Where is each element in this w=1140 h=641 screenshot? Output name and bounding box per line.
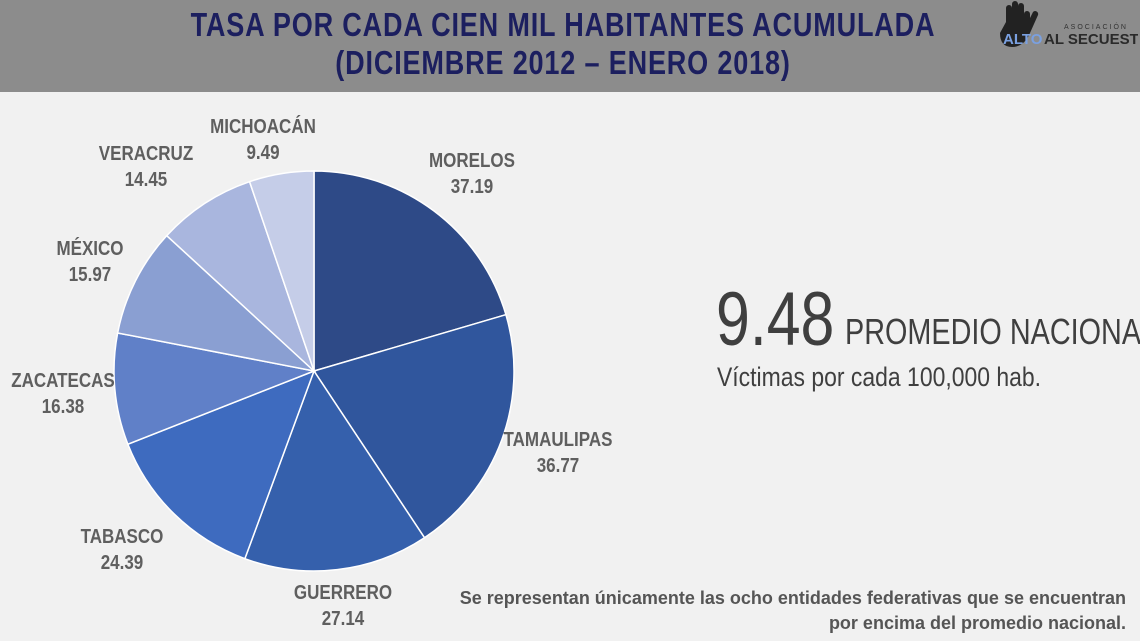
slice-name: MORELOS xyxy=(429,150,515,172)
footnote: Se representan únicamente las ocho entid… xyxy=(459,588,1126,633)
slice-name: ZACATECAS xyxy=(11,370,115,392)
slice-value: 14.45 xyxy=(124,169,168,191)
slice-label: TABASCO 24.39 xyxy=(54,524,190,576)
slice-label: MÉXICO 15.97 xyxy=(22,236,158,288)
slice-value: 16.38 xyxy=(41,396,85,418)
slice-value: 15.97 xyxy=(68,264,112,286)
header-band xyxy=(0,0,1140,92)
slice-label: TAMAULIPAS 36.77 xyxy=(490,427,626,479)
pie-slice-2 xyxy=(243,369,426,572)
slice-value: 36.77 xyxy=(536,455,580,477)
pie-slice-1 xyxy=(312,313,515,539)
chart-title: TASA POR CADA CIEN MIL HABITANTES ACUMUL… xyxy=(101,6,1024,82)
average-unit: Víctimas por cada 100,000 hab. xyxy=(717,362,1042,392)
pie-slice-6 xyxy=(165,180,315,372)
slice-name: MICHOACÁN xyxy=(210,116,316,138)
svg-text:ASOCIACIÓN: ASOCIACIÓN xyxy=(1064,22,1128,31)
slice-label: VERACRUZ 14.45 xyxy=(78,141,214,193)
slice-label: GUERRERO 27.14 xyxy=(275,580,411,632)
average-value: 9.48 xyxy=(716,277,835,362)
pie-slice-7 xyxy=(248,170,315,372)
pie-slice-3 xyxy=(126,369,316,560)
slice-name: GUERRERO xyxy=(293,582,393,604)
slice-name: VERACRUZ xyxy=(98,143,194,165)
pie-slice-5 xyxy=(116,234,317,373)
logo: ALTO ASOCIACIÓN AL SECUESTRO xyxy=(1000,1,1138,48)
slice-value: 24.39 xyxy=(100,552,144,574)
slice-label: MORELOS 37.19 xyxy=(404,148,540,200)
slice-name: MÉXICO xyxy=(56,238,124,260)
slice-label: ZACATECAS 16.38 xyxy=(0,368,131,420)
slice-name: TABASCO xyxy=(80,526,164,548)
slice-value: 9.49 xyxy=(246,142,280,164)
pie-slice-0 xyxy=(313,170,507,373)
slice-label: MICHOACÁN 9.49 xyxy=(195,114,331,166)
pie-slice-4 xyxy=(113,332,317,446)
slice-name: TAMAULIPAS xyxy=(503,429,613,451)
slice-value: 27.14 xyxy=(321,608,365,630)
title-line-2: (DICIEMBRE 2012 – ENERO 2018) xyxy=(335,44,791,81)
svg-text:ALTO: ALTO xyxy=(1003,31,1043,48)
svg-text:AL SECUESTRO: AL SECUESTRO xyxy=(1044,31,1138,48)
slice-value: 37.19 xyxy=(450,176,494,198)
title-line-1: TASA POR CADA CIEN MIL HABITANTES ACUMUL… xyxy=(190,6,936,43)
hand-icon xyxy=(1000,1,1039,47)
average-label: PROMEDIO NACIONAL xyxy=(845,311,1140,352)
